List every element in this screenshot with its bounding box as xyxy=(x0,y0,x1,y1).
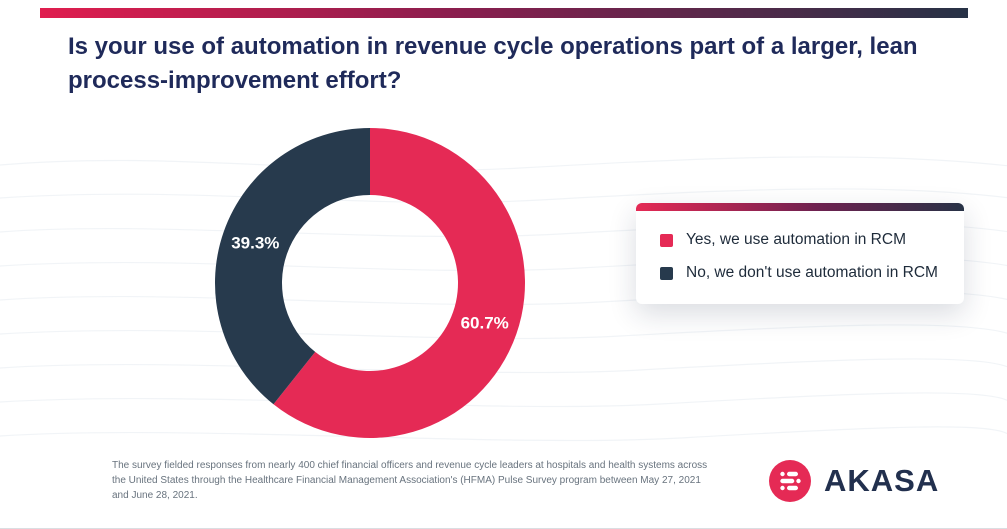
legend-accent-bar xyxy=(636,203,964,211)
donut-slice xyxy=(215,128,370,405)
legend-card: Yes, we use automation in RCM No, we don… xyxy=(636,203,964,304)
donut-slice xyxy=(273,128,525,438)
slice-value-label: 39.3% xyxy=(231,233,279,252)
top-accent-bar xyxy=(40,8,968,18)
legend-label-no: No, we don't use automation in RCM xyxy=(686,264,938,281)
survey-note: The survey fielded responses from nearly… xyxy=(112,460,708,501)
legend-body: Yes, we use automation in RCM No, we don… xyxy=(636,211,964,304)
akasa-wordmark: AKASA xyxy=(824,463,940,498)
chart-title: Is your use of automation in revenue cyc… xyxy=(68,33,918,94)
legend-swatch-yes xyxy=(660,233,673,247)
legend-swatch-no xyxy=(660,266,673,280)
legend-label-yes: Yes, we use automation in RCM xyxy=(686,231,906,248)
donut-chart: 60.7% 39.3% xyxy=(215,128,525,438)
akasa-logo: AKASA xyxy=(768,459,939,503)
slice-value-label: 60.7% xyxy=(461,314,509,333)
legend-item-no: No, we don't use automation in RCM xyxy=(660,264,940,282)
legend-item-yes: Yes, we use automation in RCM xyxy=(660,231,940,249)
akasa-logo-icon xyxy=(769,460,811,502)
